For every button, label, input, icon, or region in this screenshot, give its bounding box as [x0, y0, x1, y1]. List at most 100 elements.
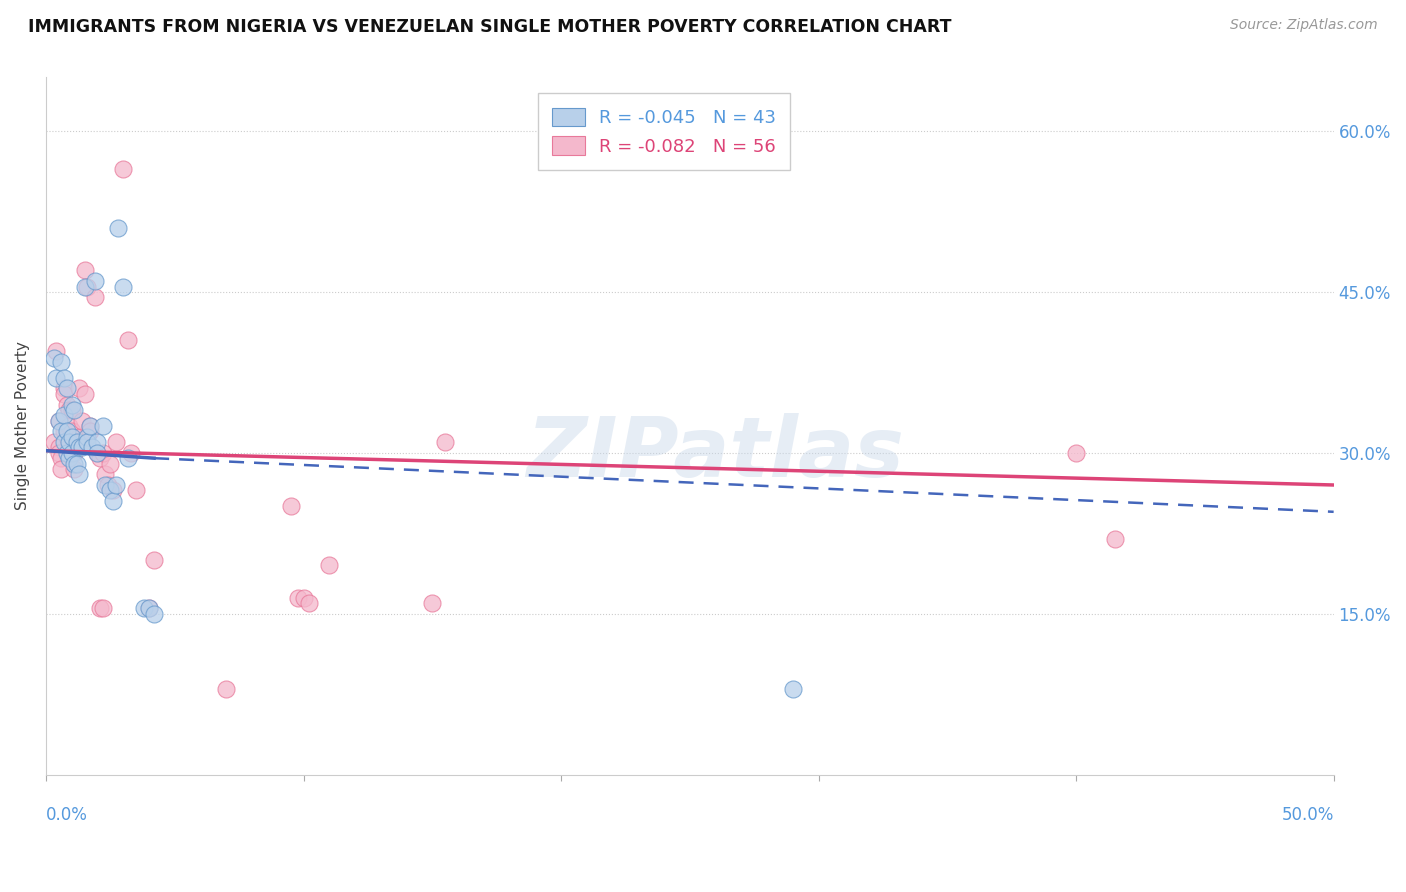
- Point: [63, 462, 86, 476]
- Point: [97, 478, 120, 492]
- Point: [69, 467, 91, 482]
- Point: [104, 478, 127, 492]
- Point: [76, 435, 98, 450]
- Point: [63, 446, 86, 460]
- Point: [117, 333, 139, 347]
- Point: [120, 446, 142, 460]
- Point: [79, 419, 101, 434]
- Point: [63, 457, 86, 471]
- Point: [48, 414, 70, 428]
- Point: [60, 398, 83, 412]
- Point: [51, 462, 73, 476]
- Point: [66, 435, 89, 450]
- Point: [48, 414, 70, 428]
- Point: [112, 279, 135, 293]
- Text: 0.0%: 0.0%: [46, 806, 87, 824]
- Point: [53, 409, 76, 423]
- Point: [55, 382, 77, 396]
- Point: [298, 596, 321, 610]
- Point: [82, 441, 104, 455]
- Point: [138, 601, 160, 615]
- Point: [73, 387, 96, 401]
- Text: IMMIGRANTS FROM NIGERIA VS VENEZUELAN SINGLE MOTHER POVERTY CORRELATION CHART: IMMIGRANTS FROM NIGERIA VS VENEZUELAN SI…: [28, 18, 952, 36]
- Point: [42, 351, 65, 366]
- Text: ZIPatlas: ZIPatlas: [527, 413, 904, 494]
- Point: [45, 370, 67, 384]
- Point: [91, 446, 114, 460]
- Point: [104, 435, 127, 450]
- Point: [73, 263, 96, 277]
- Point: [138, 601, 160, 615]
- Point: [58, 441, 80, 455]
- Point: [79, 425, 101, 439]
- Point: [1064, 446, 1087, 460]
- Point: [101, 483, 124, 498]
- Point: [45, 343, 67, 358]
- Point: [53, 387, 76, 401]
- Legend: R = -0.045   N = 43, R = -0.082   N = 56: R = -0.045 N = 43, R = -0.082 N = 56: [537, 94, 790, 170]
- Point: [66, 457, 89, 471]
- Point: [63, 403, 86, 417]
- Point: [70, 441, 93, 455]
- Point: [60, 403, 83, 417]
- Point: [86, 446, 108, 460]
- Point: [69, 430, 91, 444]
- Point: [420, 596, 443, 610]
- Point: [58, 435, 80, 450]
- Point: [48, 446, 70, 460]
- Point: [42, 435, 65, 450]
- Point: [215, 681, 238, 696]
- Point: [94, 467, 117, 482]
- Point: [69, 441, 91, 455]
- Y-axis label: Single Mother Poverty: Single Mother Poverty: [15, 342, 30, 510]
- Point: [55, 425, 77, 439]
- Point: [51, 451, 73, 466]
- Point: [143, 553, 166, 567]
- Point: [69, 382, 91, 396]
- Point: [51, 354, 73, 368]
- Point: [143, 607, 166, 621]
- Point: [55, 430, 77, 444]
- Point: [132, 601, 155, 615]
- Point: [1104, 532, 1126, 546]
- Point: [55, 398, 77, 412]
- Point: [112, 161, 135, 176]
- Point: [60, 425, 83, 439]
- Point: [101, 494, 124, 508]
- Point: [782, 681, 804, 696]
- Point: [70, 435, 93, 450]
- Point: [60, 446, 83, 460]
- Point: [66, 435, 89, 450]
- Point: [280, 500, 302, 514]
- Point: [98, 457, 121, 471]
- Point: [53, 370, 76, 384]
- Point: [117, 451, 139, 466]
- Point: [48, 441, 70, 455]
- Point: [86, 446, 108, 460]
- Point: [318, 558, 340, 573]
- Point: [76, 279, 98, 293]
- Point: [53, 382, 76, 396]
- Point: [76, 430, 98, 444]
- Point: [58, 403, 80, 417]
- Point: [83, 274, 105, 288]
- Point: [434, 435, 457, 450]
- Text: Source: ZipAtlas.com: Source: ZipAtlas.com: [1230, 18, 1378, 32]
- Text: 50.0%: 50.0%: [1281, 806, 1334, 824]
- Point: [89, 451, 111, 466]
- Point: [89, 601, 111, 615]
- Point: [73, 279, 96, 293]
- Point: [53, 435, 76, 450]
- Point: [91, 419, 114, 434]
- Point: [58, 419, 80, 434]
- Point: [53, 425, 76, 439]
- Point: [60, 430, 83, 444]
- Point: [91, 601, 114, 615]
- Point: [70, 414, 93, 428]
- Point: [292, 591, 315, 605]
- Point: [94, 478, 117, 492]
- Point: [58, 451, 80, 466]
- Point: [107, 220, 129, 235]
- Point: [86, 435, 108, 450]
- Point: [98, 483, 121, 498]
